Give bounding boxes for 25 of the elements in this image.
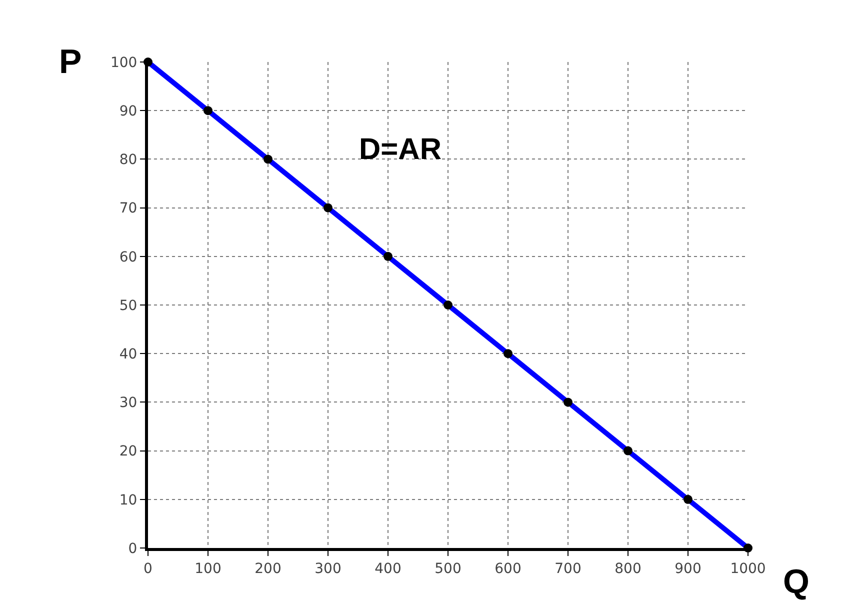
y-tick-label: 30 (119, 395, 138, 412)
y-tick-label: 100 (110, 54, 138, 71)
y-tick-label: 60 (119, 249, 138, 266)
x-tick-label: 500 (434, 560, 462, 577)
x-axis-title: Q (783, 563, 810, 601)
x-tick-label: 700 (554, 560, 582, 577)
y-tick-label: 40 (119, 346, 138, 362)
y-tick-label: 10 (119, 492, 138, 508)
y-tick-label: 20 (119, 444, 138, 460)
x-tick-label: 0 (144, 560, 152, 577)
y-tick-label: 90 (119, 104, 138, 120)
x-tick-label: 1000 (730, 560, 766, 577)
x-tick-label: 900 (674, 560, 702, 577)
y-tick-label: 50 (119, 298, 138, 314)
x-tick-label: 200 (254, 560, 282, 577)
x-tick-label: 600 (494, 560, 522, 577)
y-tick-label: 80 (119, 152, 138, 168)
y-tick-label: 0 (128, 540, 138, 557)
x-tick-label: 300 (314, 560, 342, 577)
x-tick-label: 800 (614, 560, 642, 577)
x-tick-label: 400 (374, 560, 402, 577)
y-axis-title: P (59, 43, 82, 81)
series-label: D=AR (359, 133, 442, 166)
y-tick-label: 70 (119, 200, 138, 217)
x-tick-label: 100 (194, 560, 222, 577)
